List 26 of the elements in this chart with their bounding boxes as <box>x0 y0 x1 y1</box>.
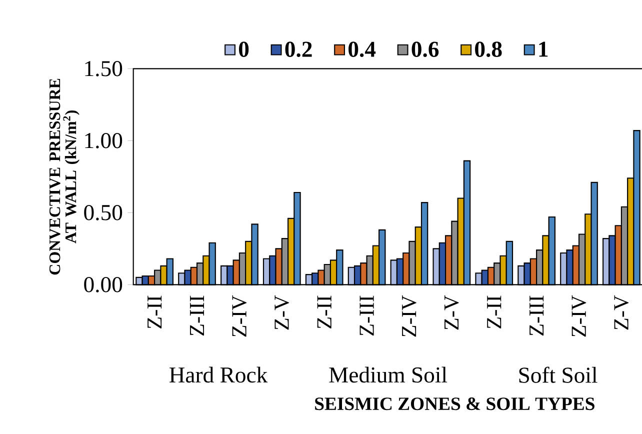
x-tick-label: Z-III <box>190 296 204 336</box>
x-tick-label: Z-III <box>530 296 544 336</box>
x-tick-label: Z-IV <box>232 295 247 337</box>
legend-label: 0.4 <box>348 42 376 58</box>
x-tick-label: Z-IV <box>572 295 586 337</box>
legend-label: 0 <box>239 42 249 57</box>
y-tick-label: 0.50 <box>84 204 122 220</box>
y-tick-label: 1.50 <box>85 60 122 76</box>
x-axis-title: SEISMIC ZONES & SOIL TYPES <box>315 398 594 410</box>
x-tick-label: Z-II <box>148 296 162 328</box>
legend-label: 0.8 <box>475 42 502 58</box>
legend-label: 0.6 <box>412 42 439 58</box>
x-tick-label: Z-V <box>614 295 629 330</box>
legend-label: 0.2 <box>285 42 312 58</box>
x-tick-label: Z-IV <box>402 295 416 337</box>
y-tick-label: 1.00 <box>85 132 122 148</box>
text: Soft Soil <box>519 366 598 383</box>
text: Medium Soil <box>329 366 448 383</box>
y-tick-label: 0.00 <box>84 276 122 292</box>
text: Hard Rock <box>169 366 268 383</box>
x-tick-label: Z-V <box>274 295 290 330</box>
x-tick-label: Z-II <box>487 296 502 328</box>
legend-label: 1 <box>539 42 548 57</box>
x-tick-label: Z-II <box>317 296 332 328</box>
x-tick-label: Z-III <box>360 296 374 336</box>
x-tick-label: Z-V <box>444 295 459 330</box>
